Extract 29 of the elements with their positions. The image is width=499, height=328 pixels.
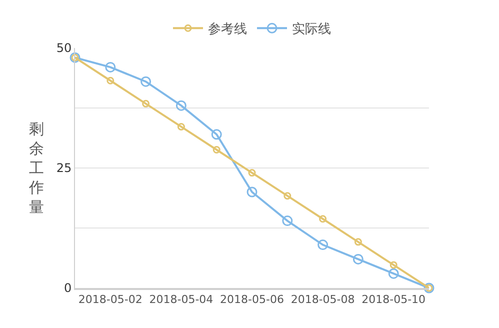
point [212,146,220,154]
point [211,129,222,140]
point [284,192,292,200]
point [176,100,186,111]
x-tick-label: 2018-05-10 [362,292,426,306]
point [352,254,364,264]
y-tick-label: 25 [56,161,72,176]
point [282,216,293,226]
point [246,186,258,198]
point [177,122,185,130]
point [106,76,114,84]
point [318,240,328,250]
y-tick-label: 0 [64,281,72,296]
x-tick-label: 2018-05-08 [290,292,355,306]
y-axis-title: 剩余工作量 [28,120,44,216]
legend-label: 参考线 [208,22,247,38]
point [248,169,256,177]
point [105,62,116,72]
point [390,261,398,269]
point [142,100,150,108]
legend-label: 实际线 [292,22,331,38]
x-tick-label: 2018-05-02 [78,292,142,306]
point [388,268,399,279]
point [319,215,327,223]
y-tick-label: 50 [56,41,72,56]
x-tick-label: 2018-05-04 [149,292,214,306]
x-tick-label: 2018-05-06 [220,292,284,306]
point [140,76,152,87]
point [354,238,362,246]
